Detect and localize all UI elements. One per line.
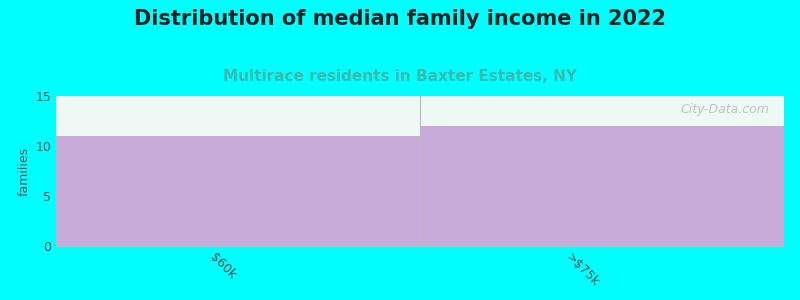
Text: City-Data.com: City-Data.com bbox=[681, 103, 770, 116]
Y-axis label: families: families bbox=[18, 146, 31, 196]
Text: Multirace residents in Baxter Estates, NY: Multirace residents in Baxter Estates, N… bbox=[223, 69, 577, 84]
Text: Distribution of median family income in 2022: Distribution of median family income in … bbox=[134, 9, 666, 29]
Bar bbox=[420, 126, 784, 246]
Bar bbox=[56, 136, 420, 246]
